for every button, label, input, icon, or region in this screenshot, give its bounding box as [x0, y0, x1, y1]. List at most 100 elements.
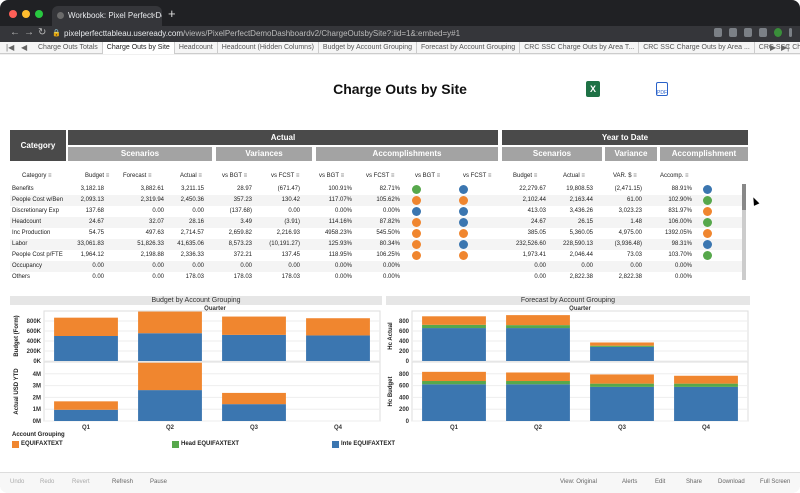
table-row[interactable]: Inc Production 54.75 497.63 2,714.57 2,659.8… [10, 228, 746, 239]
edit-button[interactable]: Edit [655, 479, 666, 485]
table-cell: 125.93% [328, 241, 352, 247]
x-tick-label: Q4 [334, 425, 343, 431]
table-row[interactable]: People Cost w/Ben 2,093.13 2,319.94 2,450.3… [10, 195, 746, 206]
profile-avatar[interactable] [774, 28, 782, 37]
bookmark-star-icon[interactable] [729, 28, 737, 37]
column-header[interactable]: Actual [563, 173, 585, 179]
column-header[interactable]: vs FCST [366, 173, 394, 179]
table-cell: 130.42 [281, 197, 300, 203]
close-tab-icon[interactable]: × [151, 11, 156, 20]
column-header[interactable]: vs BGT [319, 173, 344, 179]
ytd-scenarios-header: Scenarios [502, 147, 602, 161]
variances-header: Variances [216, 147, 312, 161]
table-cell: 2,822.38 [569, 274, 593, 280]
alerts-button[interactable]: Alerts [622, 479, 638, 485]
table-cell: 0.00 [240, 263, 252, 269]
prev-sheet-icon[interactable]: ◀ [21, 43, 28, 52]
legend-item[interactable]: Inte EQUIFAXTEXT [332, 441, 395, 448]
minimize-window-button[interactable] [22, 10, 30, 18]
table-row[interactable]: Occupancy 0.00 0.00 0.00 0.00 0.00 0.00% 0.00% 0… [10, 261, 746, 272]
first-sheet-icon[interactable]: |◀ [6, 43, 15, 52]
maximize-window-button[interactable] [35, 10, 43, 18]
column-header[interactable]: VAR. $ [613, 173, 637, 179]
table-cell: (3.91) [284, 219, 300, 225]
table-row[interactable]: People Cost p/FTE 1,964.12 2,198.88 2,336.3… [10, 250, 746, 261]
pdf-export-icon[interactable]: PDF [656, 82, 668, 96]
bar-segment [674, 383, 738, 387]
table-cell: 54.75 [88, 230, 104, 236]
sheet-tab[interactable]: CRC SSC Charge Outs by Site S... [755, 42, 800, 54]
browser-tab[interactable]: Workbook: Pixel Perfect Demo × [52, 6, 162, 26]
column-header[interactable]: Budget [85, 173, 109, 179]
table-cell: (671.47) [277, 186, 300, 192]
table-row[interactable]: Benefits 3,182.18 3,882.61 3,211.15 28.97 (67… [10, 184, 746, 195]
redo-button[interactable]: Redo [40, 479, 55, 485]
url-field[interactable]: pixelperfecttableau.useready.com/views/P… [64, 29, 461, 38]
table-cell: 3,436.26 [569, 208, 593, 214]
scrollbar-thumb[interactable] [742, 184, 746, 210]
y-tick-label: 0 [406, 359, 410, 365]
table-cell: 106.25% [376, 252, 400, 258]
sidebar-icon[interactable] [759, 28, 767, 37]
legend-item[interactable]: Head EQUIFAXTEXT [172, 441, 239, 448]
table-cell: 4958.23% [324, 230, 352, 236]
column-header[interactable]: Category [22, 173, 52, 179]
column-header[interactable]: vs BGT [222, 173, 247, 179]
table-cell: 88.91% [671, 186, 692, 192]
legend-item[interactable]: EQUIFAXTEXT [12, 441, 63, 448]
back-icon[interactable]: ← [10, 27, 20, 38]
sheet-tab[interactable]: Charge Outs by Site [102, 42, 175, 54]
bar-segment [590, 383, 654, 387]
excel-export-icon[interactable]: X [586, 81, 600, 97]
sheet-tab[interactable]: Forecast by Account Grouping [417, 42, 521, 54]
column-header[interactable]: Accomp. [660, 173, 689, 179]
next-sheet-icon[interactable]: ▶ [770, 43, 777, 52]
table-cell: 178.03 [185, 274, 204, 280]
share-page-icon[interactable] [714, 28, 722, 37]
sheet-tab[interactable]: Charge Outs Totals [34, 42, 103, 54]
sheet-tab[interactable]: Headcount (Hidden Columns) [218, 42, 319, 54]
close-window-button[interactable] [9, 10, 17, 18]
forward-icon[interactable]: → [24, 27, 34, 38]
table-cell: 357.23 [233, 197, 252, 203]
table-cell: 2,450.36 [180, 197, 204, 203]
column-header[interactable]: Actual [180, 173, 202, 179]
column-header[interactable]: Budget [513, 173, 537, 179]
revert-button[interactable]: Revert [72, 479, 90, 485]
browser-menu-icon[interactable] [789, 28, 792, 37]
sheet-tab[interactable]: Budget by Account Grouping [319, 42, 418, 54]
bar-segment [506, 315, 570, 326]
extensions-icon[interactable] [744, 28, 752, 37]
refresh-button[interactable]: Refresh [112, 479, 134, 485]
column-header[interactable]: vs FCST [463, 173, 491, 179]
view-original-button[interactable]: View: Original [560, 479, 597, 485]
table-cell: 0.00% [674, 274, 692, 280]
sheet-tab[interactable]: Headcount [175, 42, 218, 54]
y-tick-label: 600 [399, 329, 410, 335]
column-header[interactable]: vs FCST [271, 173, 299, 179]
full-screen-button[interactable]: Full Screen [760, 479, 791, 485]
status-indicator-blue [459, 207, 468, 216]
table-row[interactable]: Headcount 24.67 32.07 28.16 3.49 (3.91) 114.16… [10, 217, 746, 228]
share-button[interactable]: Share [686, 479, 703, 485]
new-tab-button[interactable]: + [168, 6, 176, 21]
last-sheet-icon[interactable]: ▶| [781, 43, 790, 52]
table-cell: 82.71% [379, 186, 400, 192]
sheet-tab[interactable]: CRC SSC Charge Outs by Area T... [520, 42, 640, 54]
table-cell: 0.00% [382, 208, 400, 214]
undo-button[interactable]: Undo [10, 479, 25, 485]
table-cell: 87.82% [379, 219, 400, 225]
table-row[interactable]: Labor 33,061.83 51,826.33 41,635.06 8,573.23… [10, 239, 746, 250]
reload-icon[interactable]: ↻ [38, 27, 47, 38]
table-scrollbar[interactable] [742, 184, 746, 280]
download-button[interactable]: Download [718, 479, 745, 485]
pause-button[interactable]: Pause [150, 479, 168, 485]
table-row[interactable]: Discretionary Exp 137.68 0.00 0.00 (137.68) 0… [10, 206, 746, 217]
column-header[interactable]: vs BGT [415, 173, 440, 179]
table-cell: 3,182.18 [80, 186, 104, 192]
table-row[interactable]: Others 0.00 0.00 178.03 178.03 178.03 0.00% 0.0… [10, 272, 746, 283]
column-header[interactable]: Forecast [123, 173, 152, 179]
sheet-tab[interactable]: CRC SSC Charge Outs by Area ... [639, 42, 755, 54]
table-cell: 61.00 [626, 197, 642, 203]
table-cell: 137.68 [85, 208, 104, 214]
